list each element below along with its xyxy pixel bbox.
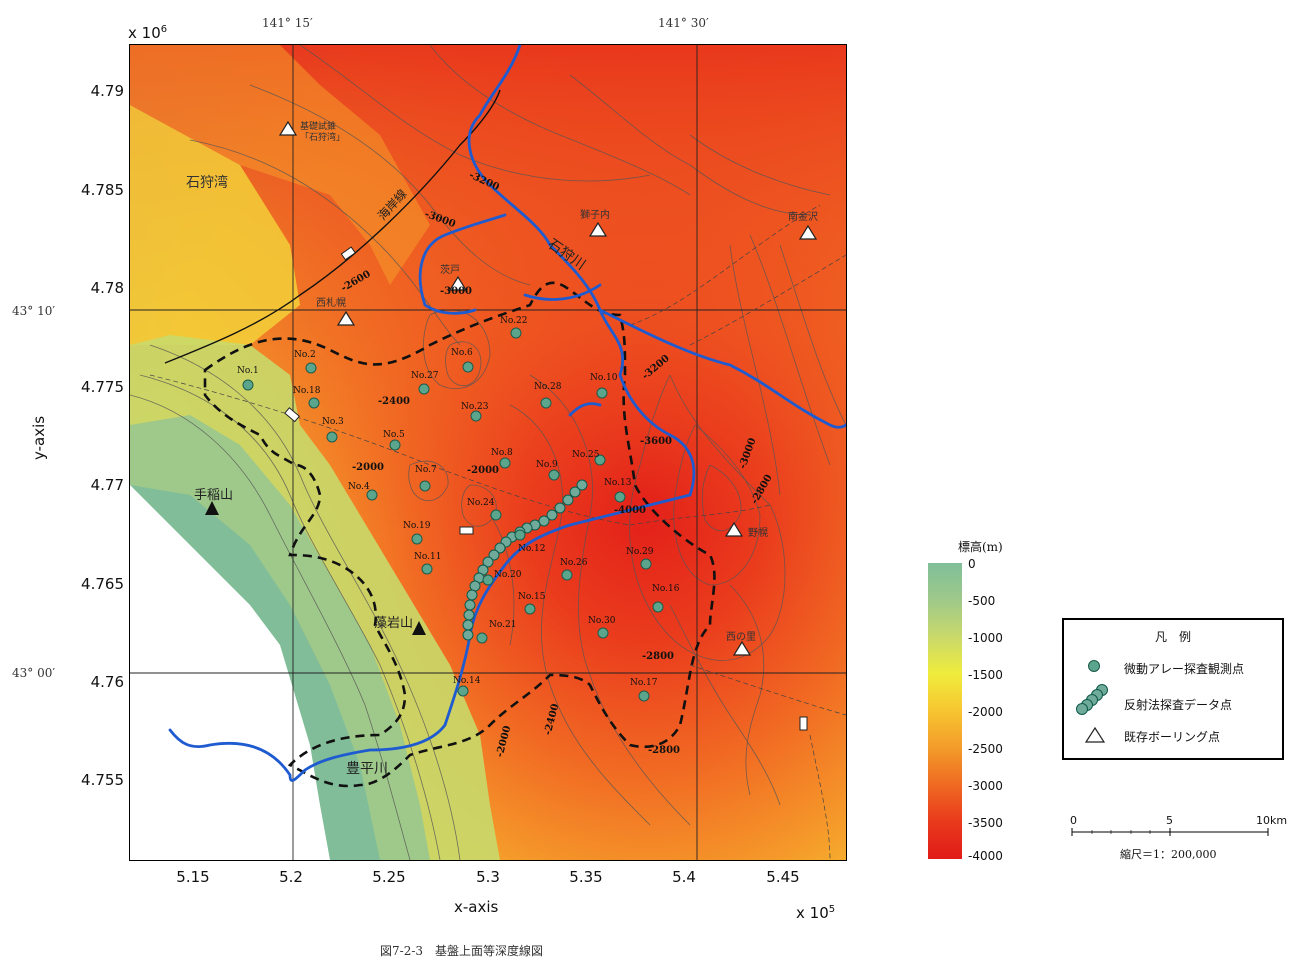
microtremor-stations xyxy=(242,327,664,702)
colorbar-tick: -1000 xyxy=(968,631,1003,645)
legend-reflection-icon xyxy=(1076,684,1108,715)
colorbar xyxy=(928,563,962,859)
borehole-triangle xyxy=(724,521,744,537)
y-tick: 4.78 xyxy=(90,279,124,297)
lat-label-2: 43° 00′ xyxy=(12,666,56,680)
x-exponent: x 105 xyxy=(796,904,836,922)
scale-text: 縮尺＝1：200,000 xyxy=(1120,848,1217,861)
lon-label-2: 141° 30′ xyxy=(658,16,709,30)
y-tick: 4.755 xyxy=(81,771,124,789)
y-tick: 4.76 xyxy=(90,673,124,691)
map-northwest-orange xyxy=(130,45,430,285)
x-tick: 5.45 xyxy=(766,868,800,886)
ishikari-river xyxy=(467,45,696,497)
borehole-triangle xyxy=(588,221,608,237)
y-tick: 4.765 xyxy=(81,575,124,593)
borehole-triangle xyxy=(448,275,468,291)
x-tick: 5.35 xyxy=(569,868,603,886)
map-outside-area xyxy=(130,485,330,860)
depth-contour-map xyxy=(130,45,846,860)
coastline xyxy=(164,89,501,364)
map-northwest-yellow xyxy=(130,105,300,345)
legend-station-icon xyxy=(1088,660,1100,672)
borehole-triangle xyxy=(278,120,298,136)
ishikari-river-branch xyxy=(523,283,602,301)
y-exponent: x 106 xyxy=(128,24,168,42)
colorbar-tick: -4000 xyxy=(968,849,1003,863)
y-tick: 4.775 xyxy=(81,378,124,396)
borehole-triangle xyxy=(798,224,818,240)
x-tick: 5.4 xyxy=(672,868,696,886)
borehole-triangle xyxy=(336,310,356,326)
mountain-triangle xyxy=(412,621,426,635)
colorbar-tick: -2000 xyxy=(968,705,1003,719)
scale-label: 10km xyxy=(1256,814,1288,827)
x-tick: 5.2 xyxy=(279,868,303,886)
ishikari-river-west xyxy=(418,213,507,315)
mountain-triangle xyxy=(205,501,219,515)
legend-item: 既存ボーリング点 xyxy=(1124,730,1221,744)
colorbar-tick: -3000 xyxy=(968,779,1003,793)
x-tick: 5.25 xyxy=(372,868,406,886)
scale-bar xyxy=(1071,828,1269,836)
colorbar-tick: -3500 xyxy=(968,816,1003,830)
toyohira-river xyxy=(168,493,692,782)
legend-item: 反射法探査データ点 xyxy=(1124,698,1233,712)
colorbar-tick: 0 xyxy=(968,557,976,571)
x-tick: 5.3 xyxy=(476,868,500,886)
borehole-triangle xyxy=(732,640,752,656)
colorbar-tick: -2500 xyxy=(968,742,1003,756)
ishikari-river-east xyxy=(598,308,846,429)
ishikari-river-south-branch xyxy=(568,402,602,417)
lat-label-1: 43° 10′ xyxy=(12,304,56,318)
x-axis-label: x-axis xyxy=(454,898,499,916)
lon-label-1: 141° 15′ xyxy=(262,16,313,30)
colorbar-tick: -1500 xyxy=(968,668,1003,682)
figure-caption: 図7-2-3 基盤上面等深度線図 xyxy=(380,944,544,958)
map-frame xyxy=(129,44,847,861)
borehole-markers xyxy=(278,120,818,656)
y-tick: 4.79 xyxy=(90,82,124,100)
colorbar-tick: -500 xyxy=(968,594,996,608)
x-tick: 5.15 xyxy=(176,868,210,886)
scale-label: 0 xyxy=(1070,814,1077,827)
legend-item: 微動アレー探査観測点 xyxy=(1124,662,1245,676)
y-tick: 4.785 xyxy=(81,181,124,199)
legend-borehole-icon xyxy=(1084,726,1106,743)
y-tick: 4.77 xyxy=(90,476,124,494)
y-axis-label: y-axis xyxy=(30,415,48,460)
legend-title: 凡 例 xyxy=(1154,630,1191,644)
legend: 凡 例 微動アレー探査観測点 反射法探査データ点 既存ボーリング点 xyxy=(1062,618,1284,760)
scale-label: 5 xyxy=(1166,814,1173,827)
colorbar-title: 標高(m) xyxy=(958,540,1003,554)
